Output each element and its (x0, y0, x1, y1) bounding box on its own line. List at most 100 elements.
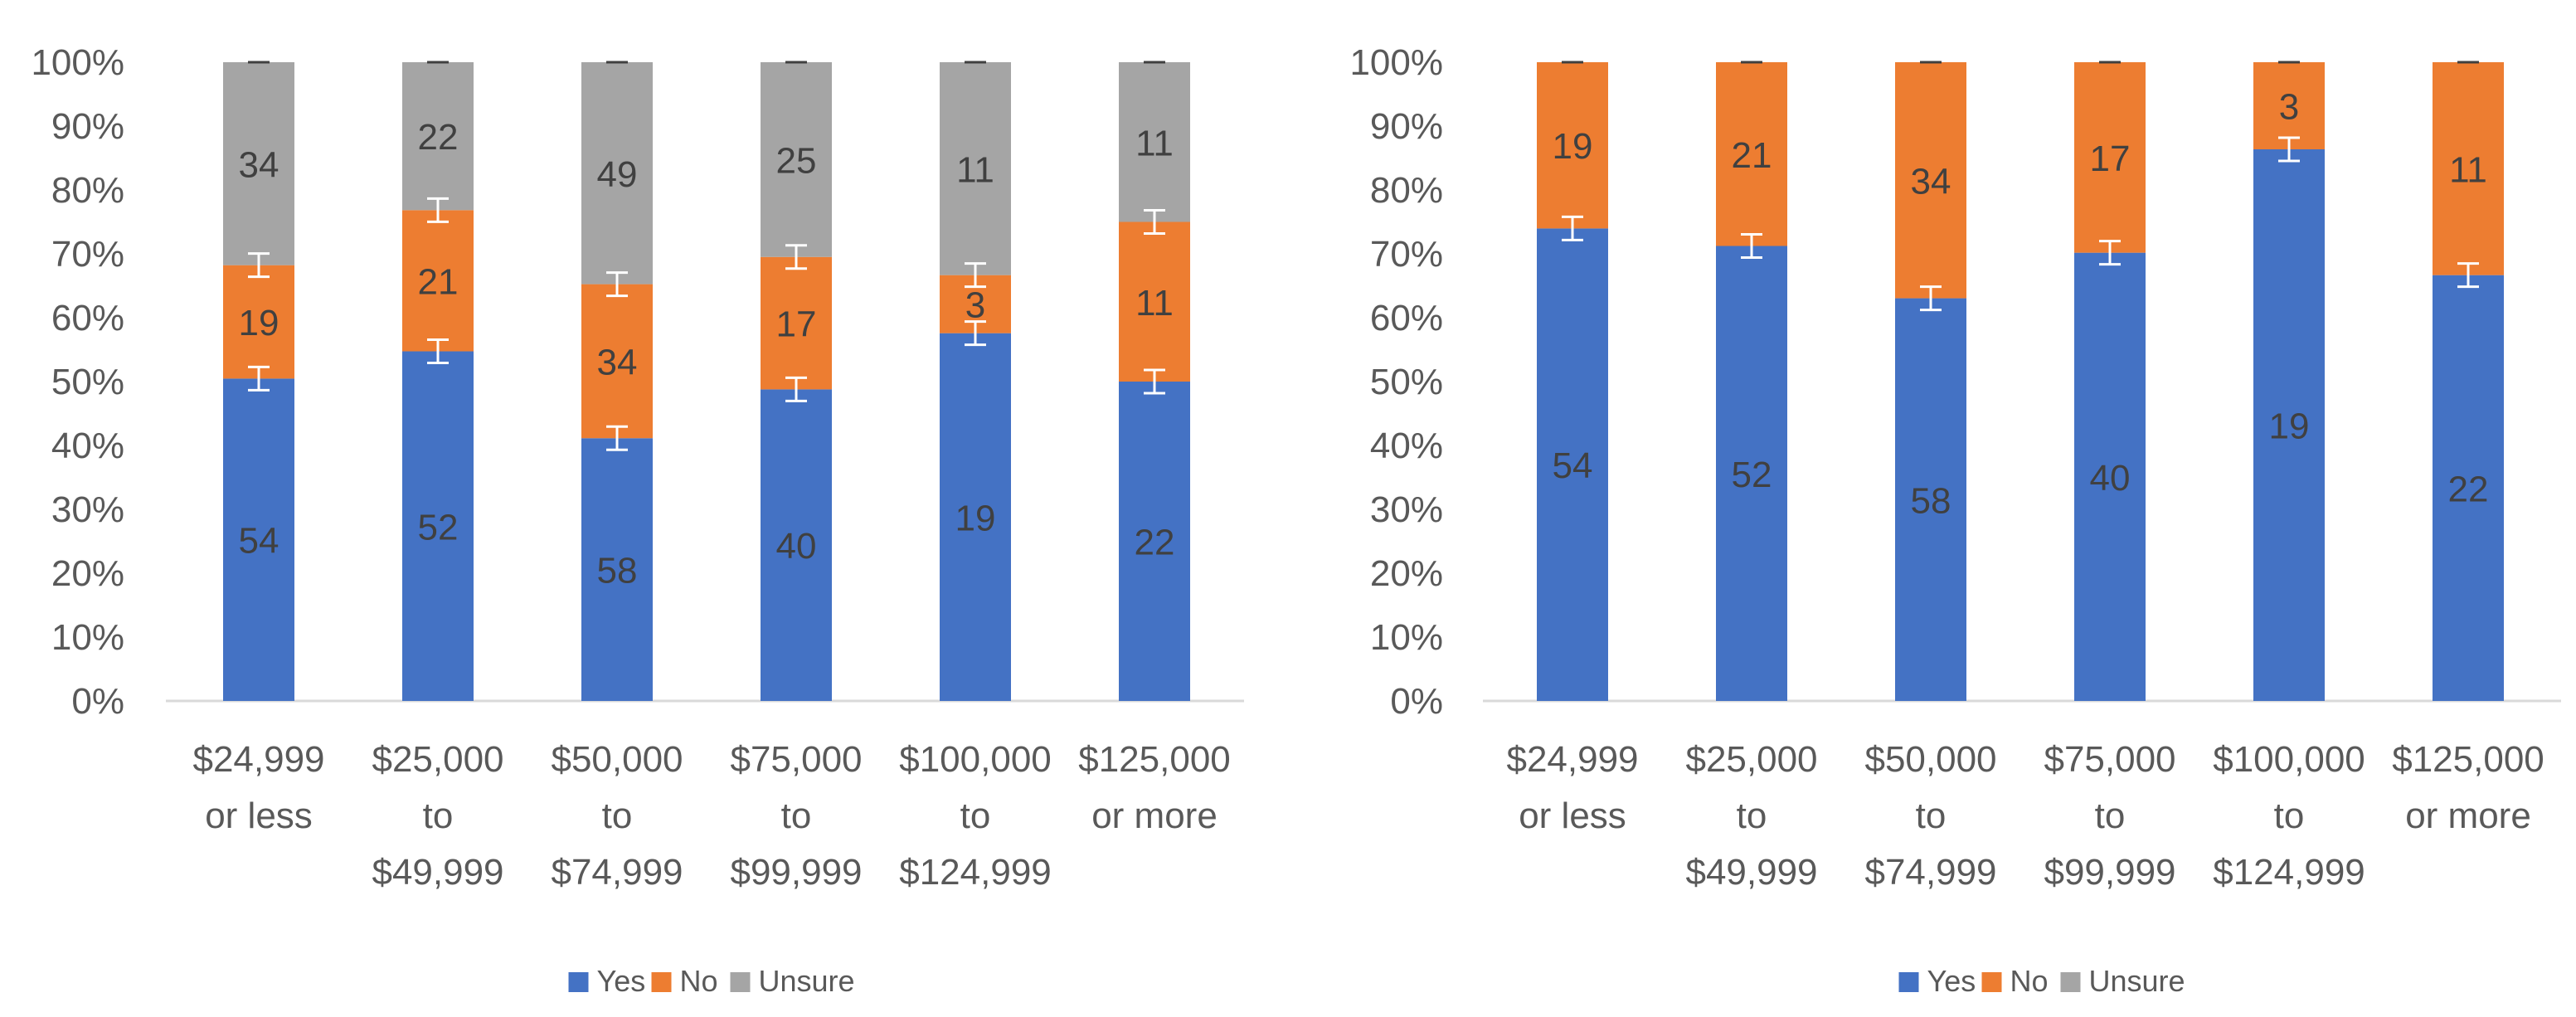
data-label-unsure: 11 (1135, 123, 1174, 163)
data-label-yes: 19 (955, 498, 996, 538)
y-tick-label: 10% (51, 617, 124, 658)
data-label-no: 34 (1911, 161, 1951, 202)
y-tick-label: 10% (1370, 617, 1443, 658)
data-label-yes: 52 (1732, 455, 1772, 495)
error-bar (1741, 233, 1762, 260)
bar-no (402, 210, 474, 352)
error-bar (2099, 240, 2121, 266)
y-tick-label: 80% (1370, 170, 1443, 211)
x-tick-label: $99,999 (2044, 852, 2175, 893)
error-bar (965, 262, 986, 289)
x-tick-label: $74,999 (1864, 852, 1996, 893)
data-label-yes: 58 (1911, 480, 1951, 521)
legend-swatch-no (1981, 972, 2002, 992)
legend-swatch-yes (568, 972, 589, 992)
x-tick-label: $125,000 (1078, 739, 1231, 780)
legend-label-no: No (2010, 964, 2049, 998)
error-bar (1562, 215, 1583, 241)
bar-unsure (581, 62, 653, 285)
legend-item-yes: Yes (568, 964, 646, 998)
bar-no (1537, 62, 1608, 229)
data-label-yes: 22 (2448, 469, 2489, 509)
bar-no (1895, 62, 1966, 299)
legend-item-no: No (1981, 964, 2049, 998)
bar-no (1716, 62, 1787, 246)
x-tick-label: $25,000 (372, 739, 503, 780)
legend-swatch-no (651, 972, 672, 992)
y-tick-label: 70% (1370, 234, 1443, 275)
error-bar (2457, 262, 2479, 289)
data-label-yes: 52 (418, 507, 459, 547)
error-bar (2278, 136, 2300, 163)
data-label-yes: 22 (1135, 523, 1175, 563)
error-bar (1144, 209, 1165, 235)
error-bar (427, 197, 449, 223)
legend-item-yes: Yes (1898, 964, 1976, 998)
bar-yes (223, 378, 294, 701)
error-bar (248, 365, 270, 392)
legend-label-no: No (680, 964, 718, 998)
y-tick-label: 60% (51, 298, 124, 338)
bar-no (581, 284, 653, 439)
bar-yes (940, 333, 1011, 701)
data-label-unsure: 49 (597, 154, 638, 195)
x-tick-label: $100,000 (2213, 739, 2365, 780)
bar-yes (2074, 252, 2146, 701)
y-tick-label: 40% (51, 426, 124, 466)
y-tick-label: 0% (1390, 681, 1443, 722)
x-tick-label: $100,000 (899, 739, 1052, 780)
error-bar (606, 425, 628, 451)
y-tick-label: 90% (1370, 106, 1443, 147)
bar-unsure (940, 62, 1011, 275)
bar-no (2074, 62, 2146, 253)
bar-yes (402, 351, 474, 701)
y-tick-label: 40% (1370, 426, 1443, 466)
legend-item-unsure: Unsure (2060, 964, 2185, 998)
bar-unsure (223, 62, 294, 265)
error-bar (965, 320, 986, 347)
error-bar (606, 271, 628, 298)
bar-no (2433, 62, 2504, 275)
y-tick-label: 0% (71, 681, 124, 722)
legend-label-unsure: Unsure (759, 964, 855, 998)
data-label-no: 11 (1135, 283, 1174, 324)
legend-swatch-unsure (730, 972, 751, 992)
legend-swatch-unsure (2060, 972, 2081, 992)
x-tick-label: to (1737, 796, 1767, 836)
bar-yes (581, 438, 653, 701)
x-tick-label: $124,999 (2213, 852, 2365, 893)
data-label-no: 17 (2090, 139, 2131, 179)
bar-yes (1895, 298, 1966, 701)
error-bar (427, 338, 449, 365)
x-tick-label: to (781, 796, 812, 836)
error-bar (248, 252, 270, 279)
error-bar (785, 376, 807, 402)
x-tick-label: $75,000 (730, 739, 862, 780)
data-label-unsure: 34 (239, 144, 279, 185)
y-tick-label: 20% (1370, 553, 1443, 594)
legend-label-yes: Yes (597, 964, 646, 998)
data-label-no: 3 (2279, 87, 2299, 128)
bar-unsure (761, 62, 832, 257)
data-label-no: 19 (1553, 126, 1593, 167)
x-tick-label: $25,000 (1685, 739, 1817, 780)
bar-no (2253, 62, 2325, 149)
bar-yes (1119, 382, 1190, 701)
x-tick-label: $74,999 (551, 852, 683, 893)
y-tick-label: 70% (51, 234, 124, 275)
legend-item-no: No (651, 964, 718, 998)
x-tick-label: $49,999 (372, 852, 503, 893)
bar-unsure (1119, 62, 1190, 222)
y-tick-label: 30% (51, 489, 124, 530)
bar-unsure (402, 62, 474, 211)
legend-label-unsure: Unsure (2089, 964, 2185, 998)
bar-no (761, 256, 832, 390)
data-label-no: 21 (1732, 135, 1772, 176)
bar-yes (1716, 246, 1787, 701)
bar-yes (1537, 228, 1608, 701)
bar-no (223, 265, 294, 379)
y-tick-label: 20% (51, 553, 124, 594)
data-label-no: 3 (965, 285, 985, 326)
data-label-yes: 40 (2090, 458, 2131, 499)
